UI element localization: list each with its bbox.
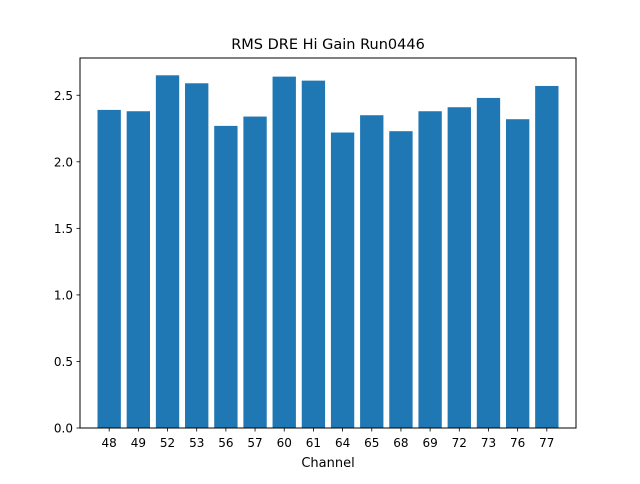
bar-channel-76 [505,119,530,428]
bar-channel-48 [97,109,121,428]
chart-title: RMS DRE Hi Gain Run0446 [231,37,425,53]
x-tick-label: 56 [218,436,233,450]
y-axis: 0.0 0.5 1.0 1.5 2.0 2.5 [54,89,80,436]
bar-channel-49 [126,111,151,429]
bar-channel-61 [301,80,326,428]
bar-channel-65 [360,115,384,428]
x-tick-label: 52 [160,436,175,450]
bar-channel-68 [389,131,413,428]
x-tick-label: 72 [452,436,467,450]
x-tick-label: 64 [335,436,350,450]
bar-series [97,75,559,429]
bar-channel-72 [447,107,471,429]
x-tick-label: 76 [510,436,525,450]
bar-channel-64 [330,132,355,428]
y-tick-label: 0.0 [54,422,73,436]
y-tick-label: 2.5 [54,89,73,103]
bar-channel-69 [418,111,442,429]
y-tick-label: 1.0 [54,288,73,302]
x-tick-label: 57 [247,436,262,450]
x-tick-label: 48 [102,436,117,450]
x-tick-label: 53 [189,436,204,450]
x-tick-label: 65 [364,436,379,450]
x-tick-label: 73 [481,436,496,450]
bar-channel-60 [272,76,296,428]
x-tick-label: 77 [539,436,554,450]
x-tick-label: 49 [131,436,146,450]
y-tick-label: 1.5 [54,222,73,236]
y-tick-label: 2.0 [54,155,73,169]
bar-channel-73 [476,97,501,429]
x-tick-label: 60 [277,436,292,450]
x-axis-label: Channel [301,456,354,471]
plot-area-frame [79,57,577,429]
bar-channel-77 [535,85,559,428]
x-axis: 48 49 52 53 56 57 60 61 64 65 68 69 72 73 76 77 [102,428,554,450]
x-tick-label: 69 [422,436,437,450]
bar-channel-57 [243,116,267,428]
y-tick-label: 0.5 [54,355,73,369]
bar-channel-53 [185,83,209,428]
bar-channel-52 [155,75,180,429]
x-tick-label: 61 [306,436,321,450]
bar-channel-56 [214,125,238,428]
x-tick-label: 68 [393,436,408,450]
